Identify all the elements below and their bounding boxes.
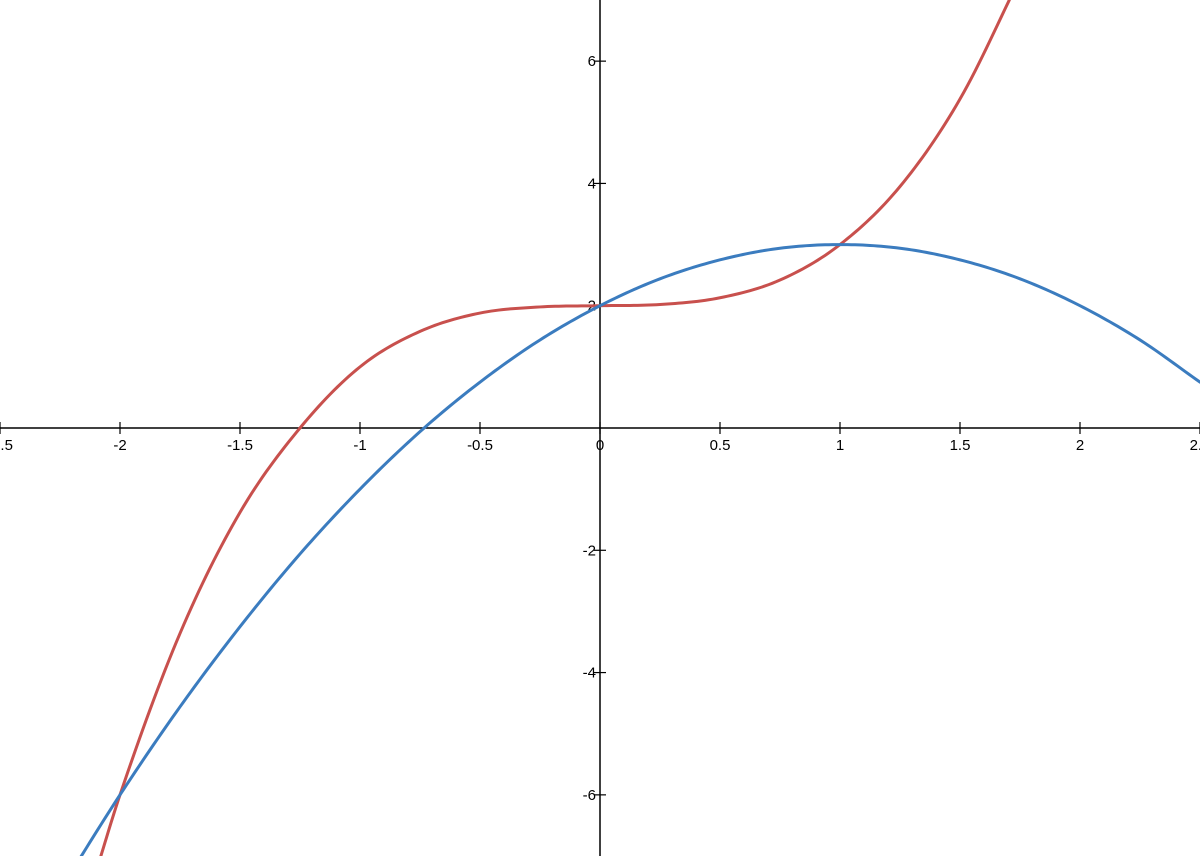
x-tick-label: 0.5: [710, 437, 731, 454]
x-tick-label: -1.5: [227, 437, 253, 454]
x-tick-label: 1: [836, 437, 844, 454]
x-tick-label: 1.5: [950, 437, 971, 454]
red-curve: [99, 0, 1011, 856]
y-tick-label: 4: [588, 175, 596, 192]
y-tick-label: 6: [588, 53, 596, 70]
blue-curve: [79, 243, 1200, 856]
y-tick-label: -6: [583, 787, 596, 804]
y-tick-label: -2: [583, 542, 596, 559]
x-tick-label: -0.5: [467, 437, 493, 454]
y-tick-label: -4: [583, 665, 596, 682]
x-tick-label: 2: [1076, 437, 1084, 454]
series-lines: [79, 0, 1200, 856]
x-tick-label: -2.5: [0, 437, 13, 454]
tick-marks: [0, 60, 1200, 796]
x-tick-label: 2.5: [1190, 437, 1200, 454]
x-tick-label: 0: [596, 437, 604, 454]
x-tick-label: -2: [113, 437, 126, 454]
x-tick-label: -1: [353, 437, 366, 454]
